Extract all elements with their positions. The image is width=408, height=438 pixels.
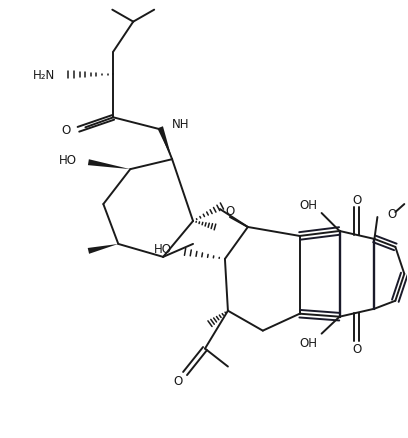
Text: HO: HO [58,153,76,166]
Text: OH: OH [299,336,317,350]
Text: NH: NH [172,117,190,131]
Text: OH: OH [299,198,317,211]
Text: O: O [62,124,71,137]
Text: HO: HO [154,243,172,256]
Text: O: O [353,193,361,206]
Polygon shape [157,127,172,160]
Polygon shape [88,244,118,254]
Text: H₂N: H₂N [33,69,55,82]
Polygon shape [88,160,130,170]
Text: O: O [387,207,397,220]
Text: O: O [173,374,183,387]
Text: O: O [225,204,235,217]
Text: O: O [353,343,361,355]
